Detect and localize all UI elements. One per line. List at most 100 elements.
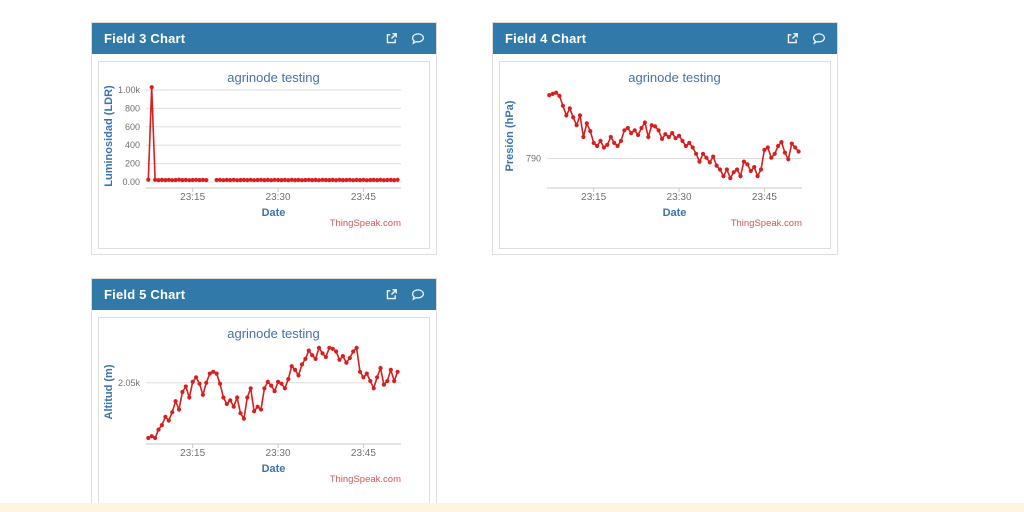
data-point: [262, 178, 267, 183]
data-point: [313, 356, 318, 361]
panel-header: Field 5 Chart: [92, 279, 436, 310]
data-point: [217, 177, 223, 182]
data-point: [173, 177, 178, 183]
comment-icon[interactable]: [411, 32, 424, 45]
data-point: [601, 145, 606, 150]
data-point: [279, 178, 284, 183]
data-point: [354, 345, 359, 350]
x-tick-label: 23:15: [581, 192, 606, 203]
data-point: [231, 404, 236, 409]
data-point: [323, 177, 328, 183]
field-4-chart-panel: Field 4 Chart 790 23:15 23:30 23:45 agrino: [492, 22, 838, 255]
data-point: [265, 177, 270, 182]
external-link-icon[interactable]: [385, 32, 398, 45]
data-point: [231, 177, 236, 182]
data-point: [296, 177, 301, 182]
data-point: [694, 151, 699, 156]
data-point: [207, 371, 212, 376]
data-point: [204, 178, 209, 183]
credits-label[interactable]: ThingSpeak.com: [330, 218, 401, 229]
data-point: [745, 162, 750, 167]
credits-label[interactable]: ThingSpeak.com: [330, 474, 401, 485]
data-point: [153, 435, 158, 441]
data-point: [252, 409, 257, 414]
data-point: [269, 178, 274, 183]
data-point: [714, 163, 719, 168]
chart-title: agrinode testing: [628, 70, 721, 85]
data-point: [395, 369, 400, 374]
data-point: [241, 177, 246, 182]
data-point: [642, 120, 647, 125]
data-point: [378, 366, 383, 371]
data-point: [330, 177, 335, 182]
chart-title: agrinode testing: [227, 326, 320, 341]
comment-icon[interactable]: [812, 32, 825, 45]
data-point: [252, 178, 257, 183]
data-point: [306, 177, 311, 182]
data-point: [248, 177, 253, 182]
data-point: [392, 178, 397, 183]
data-point: [354, 177, 359, 182]
data-point: [204, 380, 209, 385]
data-point: [755, 174, 760, 179]
data-point: [340, 178, 345, 183]
data-point: [299, 178, 305, 183]
data-point: [677, 133, 682, 138]
data-point: [310, 353, 315, 358]
data-point: [176, 177, 182, 182]
data-point: [337, 177, 342, 182]
y-axis-title: Luminosidad (LDR): [103, 85, 115, 187]
panel-header: Field 4 Chart: [493, 23, 837, 54]
data-point: [334, 178, 339, 183]
data-point: [214, 177, 219, 183]
data-point: [724, 167, 729, 172]
data-point: [364, 371, 369, 376]
data-point: [618, 138, 624, 143]
y-tick-label: 400: [125, 140, 140, 150]
data-point: [265, 379, 270, 384]
data-point: [608, 134, 613, 140]
external-link-icon[interactable]: [385, 288, 398, 301]
y-tick-label: 1.00k: [118, 85, 141, 95]
data-point: [595, 143, 600, 149]
data-point: [282, 177, 287, 182]
chart-canvas: 2.05k 23:15 23:30 23:45 agrinode testing Alti…: [103, 326, 401, 485]
data-point: [303, 356, 308, 361]
data-point: [170, 178, 175, 183]
data-point: [711, 154, 716, 159]
data-point: [772, 151, 777, 156]
data-point: [690, 145, 695, 150]
x-axis-title: Date: [663, 207, 687, 219]
data-point: [276, 379, 281, 384]
data-point: [605, 142, 610, 147]
data-point: [327, 178, 332, 183]
data-point: [316, 178, 322, 183]
data-point: [388, 367, 393, 372]
data-point: [183, 177, 188, 182]
series-line: [147, 87, 207, 182]
external-link-icon[interactable]: [786, 32, 799, 45]
data-point: [567, 106, 572, 111]
field-3-chart-panel: Field 3 Chart 0.00 200 400 600 800 1.00k 23:: [91, 22, 437, 255]
data-point: [337, 357, 342, 362]
panel-body: 790 23:15 23:30 23:45 agrinode testing Presió…: [493, 54, 837, 249]
data-point: [697, 159, 702, 164]
data-point: [235, 178, 240, 183]
data-point: [279, 381, 284, 386]
data-point: [344, 177, 349, 183]
panel-header-icons: [385, 32, 424, 45]
data-point: [163, 178, 168, 183]
data-point: [276, 177, 281, 183]
data-point: [258, 407, 264, 412]
credits-label[interactable]: ThingSpeak.com: [731, 218, 802, 229]
chart-box: 0.00 200 400 600 800 1.00k 23:15 23:30 23:45 agri…: [98, 61, 430, 249]
data-point: [258, 177, 264, 182]
data-point: [371, 386, 376, 391]
data-point: [272, 177, 277, 182]
field-5-chart-panel: Field 5 Chart 2.05k 23:15 23:30 23:45 agri: [91, 278, 437, 512]
data-point: [176, 407, 182, 412]
comment-icon[interactable]: [411, 288, 424, 301]
data-point: [269, 383, 274, 388]
data-point: [170, 410, 175, 415]
data-point: [347, 177, 352, 182]
